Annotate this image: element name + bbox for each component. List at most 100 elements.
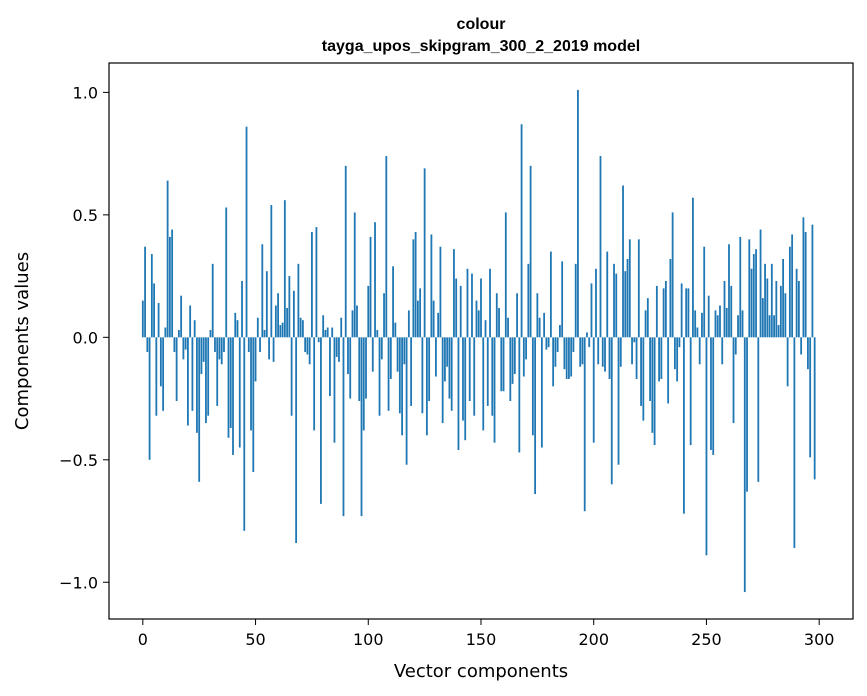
bar-247	[698, 337, 701, 365]
bar-25	[198, 337, 201, 482]
bar-291	[797, 280, 800, 338]
bar-220	[637, 239, 640, 338]
bar-255	[716, 315, 719, 338]
chart-title: colour	[457, 16, 506, 33]
bar-183	[554, 337, 557, 367]
bar-92	[349, 337, 352, 399]
bar-9	[162, 337, 165, 411]
bar-72	[304, 337, 307, 353]
bar-264	[737, 315, 739, 338]
bar-27	[202, 337, 205, 362]
bar-70	[299, 317, 302, 338]
bar-16	[177, 329, 180, 338]
bar-73	[306, 337, 309, 355]
bar-192	[574, 263, 577, 338]
bar-238	[678, 337, 681, 348]
bar-277	[766, 278, 769, 338]
bar-4	[150, 254, 153, 338]
bar-269	[748, 239, 751, 338]
bar-39	[229, 337, 232, 428]
bar-199	[590, 283, 593, 338]
bar-143	[464, 337, 467, 441]
bar-5	[153, 283, 155, 338]
bar-273	[757, 337, 760, 482]
y-tick-label: 1.0	[73, 83, 98, 102]
bar-191	[572, 337, 575, 353]
bar-57	[270, 205, 273, 338]
bar-137	[450, 337, 453, 411]
bar-159	[500, 337, 503, 392]
bar-2	[146, 337, 149, 353]
bar-254	[714, 310, 717, 338]
bar-77	[315, 227, 318, 338]
bar-175	[536, 293, 539, 338]
bar-150	[480, 278, 482, 338]
bar-228	[655, 285, 658, 338]
bar-82	[326, 327, 329, 338]
bar-88	[340, 317, 343, 338]
bar-286	[786, 337, 789, 387]
bar-161	[504, 212, 507, 338]
bar-136	[448, 337, 451, 399]
bar-195	[581, 337, 584, 365]
bar-20	[187, 337, 189, 426]
bar-297	[811, 224, 814, 338]
bar-275	[761, 298, 764, 338]
bar-227	[653, 337, 656, 446]
bar-45	[243, 337, 246, 531]
bar-21	[189, 305, 192, 338]
bar-205	[604, 337, 606, 372]
bar-203	[599, 156, 602, 338]
bar-201	[595, 268, 597, 338]
bar-37	[225, 207, 228, 338]
bar-146	[471, 273, 473, 338]
bar-3	[148, 337, 151, 460]
bar-23	[193, 320, 196, 338]
bar-222	[642, 337, 645, 421]
bar-152	[484, 320, 487, 338]
bar-76	[313, 337, 316, 431]
bar-292	[800, 337, 803, 355]
bar-179	[545, 337, 548, 350]
bar-280	[773, 315, 775, 338]
bar-194	[579, 337, 582, 367]
bar-259	[725, 307, 728, 338]
bar-147	[473, 337, 476, 416]
bar-110	[389, 337, 392, 379]
bar-174	[534, 337, 537, 495]
bar-190	[570, 337, 573, 377]
bar-112	[394, 322, 397, 338]
x-tick-label: 200	[578, 630, 609, 649]
bar-233	[667, 337, 670, 404]
bar-134	[444, 337, 446, 382]
bar-103	[374, 222, 376, 338]
bar-209	[613, 263, 615, 338]
bar-48	[250, 337, 252, 431]
bar-100	[367, 285, 370, 338]
bar-231	[662, 288, 665, 338]
bar-121	[414, 232, 417, 338]
bar-151	[482, 337, 485, 431]
bar-212	[619, 337, 622, 367]
bar-172	[529, 165, 532, 338]
bar-223	[644, 310, 647, 338]
x-tick-label: 0	[138, 630, 148, 649]
bar-218	[633, 337, 636, 343]
bar-245	[694, 310, 697, 338]
bar-230	[660, 337, 663, 379]
bar-167	[518, 337, 521, 453]
bar-241	[685, 288, 688, 338]
x-axis-label: Vector components	[394, 661, 568, 682]
bar-213	[622, 185, 624, 338]
bar-237	[676, 337, 679, 382]
bar-43	[238, 337, 241, 448]
bar-79	[320, 337, 322, 504]
bar-243	[689, 337, 692, 446]
bar-86	[335, 337, 338, 357]
bar-32	[214, 337, 216, 353]
bar-31	[211, 263, 214, 338]
bar-0	[141, 300, 144, 338]
bar-295	[807, 337, 809, 370]
bar-74	[308, 337, 311, 365]
bar-22	[191, 337, 194, 411]
